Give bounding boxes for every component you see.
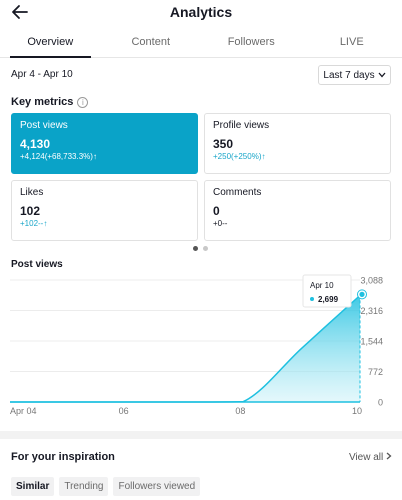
chevron-right-icon (386, 452, 392, 460)
y-tick-label: 3,088 (360, 276, 383, 286)
metric-label: Post views (20, 120, 68, 131)
area-fill (10, 295, 360, 402)
metric-label: Likes (20, 187, 44, 198)
tooltip (302, 274, 352, 308)
chevron-down-icon (378, 72, 386, 78)
metric-value: 4,130 (20, 137, 51, 151)
metric-value: 102 (20, 204, 41, 218)
y-tick-label: 0 (378, 398, 383, 408)
y-tick-label: 1,544 (360, 337, 383, 347)
page-dot-active[interactable] (193, 246, 198, 251)
page-dot[interactable] (203, 246, 208, 251)
top-bar: Analytics (0, 0, 402, 24)
tooltip-dot (310, 297, 314, 301)
up-arrow-icon: ↑ (92, 152, 97, 161)
post-views-chart[interactable]: 0 772 1,544 2,316 3,088 Apr 10 2,699 Apr 04 06 08… (0, 270, 402, 420)
metric-card-profile-views[interactable]: Profile views 350 +250(+250%)↑ (204, 113, 391, 174)
tab-bar: Overview Content Followers LIVE (0, 30, 402, 58)
x-tick-label: Apr 04 (10, 406, 37, 416)
up-arrow-icon: ↑ (261, 152, 266, 161)
inspiration-filters: Similar Trending Followers viewed (11, 477, 201, 496)
back-arrow-icon[interactable] (10, 2, 30, 22)
metric-change: +102--↑ (20, 219, 48, 228)
page-indicator (193, 246, 208, 251)
x-tick-label: 06 (119, 406, 129, 416)
metric-value: 0 (213, 204, 220, 218)
chip-followers-viewed[interactable]: Followers viewed (113, 477, 201, 496)
chip-trending[interactable]: Trending (59, 477, 109, 496)
inspiration-title: For your inspiration (11, 451, 115, 463)
tooltip-value: 2,699 (318, 295, 339, 304)
period-dropdown[interactable]: Last 7 days (318, 65, 391, 85)
tab-content[interactable]: Content (131, 36, 171, 48)
metric-value: 350 (213, 137, 234, 151)
view-all-link[interactable]: View all (349, 452, 392, 463)
metric-card-post-views[interactable]: Post views 4,130 +4,124(+68,733.3%)↑ (11, 113, 198, 174)
tooltip-date: Apr 10 (310, 281, 334, 290)
key-metrics-title: Key metrics (11, 96, 74, 108)
y-tick-label: 2,316 (360, 306, 383, 316)
tab-live[interactable]: LIVE (339, 36, 364, 48)
up-arrow-icon: ↑ (43, 219, 48, 228)
key-metrics-heading: Key metrics i (11, 96, 89, 108)
page-title: Analytics (169, 4, 233, 20)
x-tick-label: 08 (235, 406, 245, 416)
section-divider (0, 431, 402, 439)
chip-similar[interactable]: Similar (11, 477, 55, 496)
series-line (10, 294, 361, 403)
metric-card-likes[interactable]: Likes 102 +102--↑ (11, 180, 198, 241)
data-point (359, 291, 365, 297)
chart-title: Post views (11, 259, 63, 270)
metric-change: +0-- (213, 219, 228, 228)
metric-change: +250(+250%)↑ (213, 152, 266, 161)
metric-label: Profile views (213, 120, 270, 131)
period-selected: Last 7 days (323, 69, 375, 81)
metric-change: +4,124(+68,733.3%)↑ (20, 152, 97, 161)
tab-followers[interactable]: Followers (227, 36, 275, 48)
metric-label: Comments (213, 187, 262, 198)
x-tick-label: 10 (352, 406, 362, 416)
date-range: Apr 4 - Apr 10 (11, 69, 73, 80)
info-icon[interactable]: i (77, 96, 89, 108)
metric-card-comments[interactable]: Comments 0 +0-- (204, 180, 391, 241)
y-tick-label: 772 (368, 367, 383, 377)
tab-overview[interactable]: Overview (0, 30, 101, 58)
